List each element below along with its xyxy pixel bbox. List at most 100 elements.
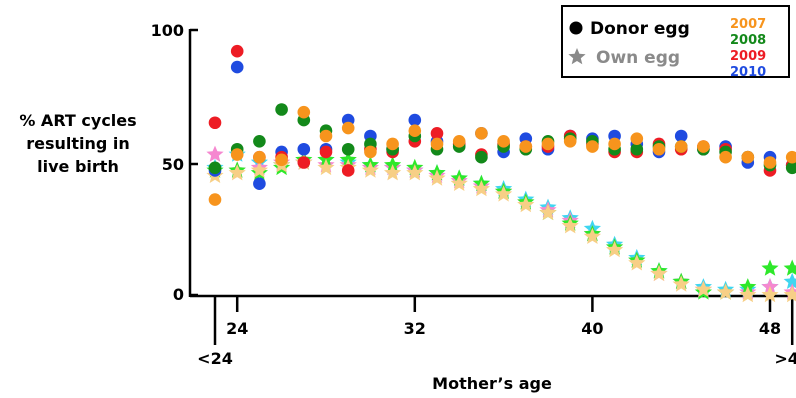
point-circle (430, 127, 444, 140)
point-circle (497, 135, 510, 148)
point-circle (253, 150, 266, 164)
y-tick-label-100: 100 (151, 21, 184, 40)
point-star (206, 145, 224, 162)
y-tick-label-50: 50 (162, 155, 184, 174)
point-circle (275, 153, 288, 167)
point-circle (475, 127, 488, 140)
point-circle (741, 150, 755, 164)
legend-donor-egg: Donor egg (590, 19, 690, 39)
point-star (761, 286, 779, 303)
point-star (783, 272, 796, 289)
point-circle (208, 161, 222, 175)
point-circle (386, 137, 399, 151)
point-circle (230, 148, 244, 161)
y-axis: 100 50 0 (151, 21, 198, 304)
legend-year-2009: 2009 (730, 49, 766, 64)
point-circle (230, 44, 244, 58)
point-star (761, 259, 779, 276)
point-circle (297, 105, 311, 119)
point-star (384, 164, 402, 181)
y-tick-label-0: 0 (173, 285, 184, 304)
point-circle (763, 156, 777, 169)
x-axis: 24 32 40 48 <24 >48 Mother’s age (190, 294, 796, 393)
point-star (717, 283, 735, 300)
point-circle (408, 124, 422, 137)
point-circle (697, 140, 710, 153)
point-circle (519, 140, 533, 153)
point-circle (341, 121, 355, 135)
point-star (250, 161, 268, 178)
legend-year-2008: 2008 (730, 33, 766, 48)
x-edge-label-low: <24 (197, 349, 233, 368)
point-circle (608, 137, 621, 151)
x-tick-label-40: 40 (581, 319, 603, 338)
point-circle (452, 135, 466, 148)
x-tick-label-32: 32 (404, 319, 426, 338)
point-circle (341, 164, 355, 177)
point-star (739, 286, 757, 303)
y-axis-title-line-1: % ART cycles (19, 111, 136, 130)
series-own-egg-2010 (206, 145, 796, 297)
point-star (450, 174, 468, 191)
point-circle (674, 140, 688, 153)
point-star (495, 185, 513, 202)
point-circle (319, 129, 333, 143)
point-circle (475, 150, 488, 164)
point-star (783, 286, 796, 303)
y-axis-title-line-2: resulting in (26, 134, 130, 153)
point-circle (630, 132, 644, 145)
point-circle (541, 137, 555, 151)
point-circle (208, 116, 222, 130)
point-circle (364, 145, 377, 159)
series-own-egg-2008 (206, 150, 796, 300)
point-circle (586, 140, 599, 153)
point-star (228, 164, 246, 181)
point-star (606, 240, 624, 258)
point-circle (253, 177, 266, 190)
point-star (694, 280, 712, 297)
point-star (650, 264, 668, 282)
point-circle (297, 142, 311, 156)
point-circle (785, 161, 796, 175)
point-circle (719, 150, 732, 164)
point-star (517, 195, 535, 213)
point-star (428, 169, 446, 186)
series-own-egg-2007 (206, 153, 796, 303)
legend-box (561, 5, 790, 78)
y-axis-title: % ART cycles resulting in live birth (19, 111, 136, 176)
x-tick-label-48: 48 (759, 319, 781, 338)
legend-year-2007: 2007 (730, 17, 766, 32)
x-tick-label-24: 24 (226, 319, 248, 338)
series-donor-egg-2007 (208, 105, 796, 206)
point-circle (674, 129, 688, 143)
x-ticks: 24 32 40 48 <24 >48 (197, 296, 796, 368)
point-circle (297, 156, 311, 169)
point-star (672, 275, 690, 292)
point-circle (253, 135, 266, 148)
x-axis-title: Mother’s age (432, 374, 552, 393)
point-circle (275, 103, 288, 116)
legend-star-icon (568, 48, 586, 65)
point-circle (319, 145, 333, 159)
point-star (539, 203, 557, 221)
point-circle (408, 113, 422, 127)
point-circle (230, 60, 244, 74)
point-star (472, 180, 490, 197)
point-circle (563, 135, 577, 148)
x-edge-label-high: >48 (774, 349, 796, 368)
point-circle (630, 142, 644, 156)
point-star (583, 227, 601, 244)
point-circle (430, 137, 444, 151)
point-circle (341, 142, 355, 156)
y-axis-title-line-3: live birth (37, 157, 119, 176)
point-circle (652, 142, 666, 156)
point-star (561, 217, 579, 234)
point-star (317, 158, 335, 176)
point-circle (785, 150, 796, 164)
point-star (361, 161, 379, 178)
point-star (783, 259, 796, 276)
point-circle (208, 193, 222, 206)
legend-circle-icon (569, 21, 583, 35)
point-star (406, 164, 424, 181)
